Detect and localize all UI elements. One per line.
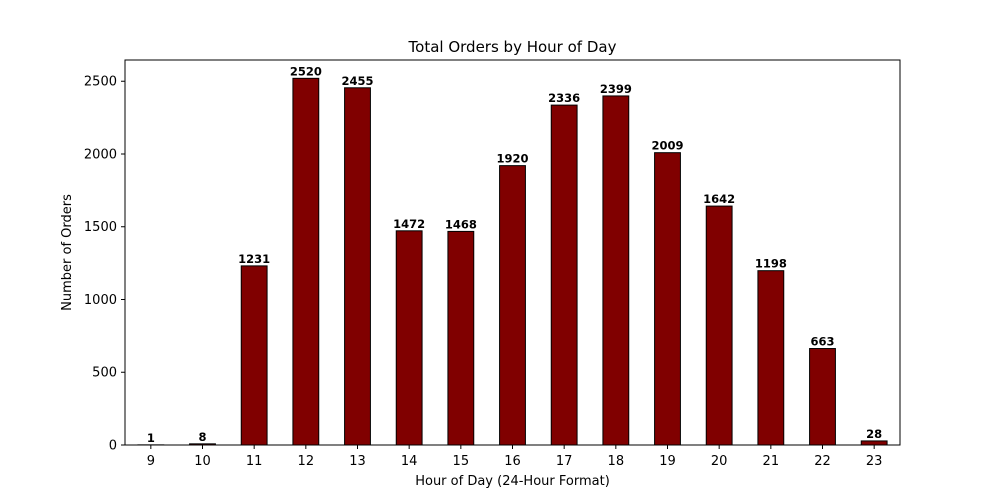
data-label-hour-23: 28 <box>866 427 882 441</box>
bar-hour-22 <box>810 349 836 445</box>
data-label-hour-14: 1472 <box>393 217 425 231</box>
y-tick-label: 2500 <box>84 75 117 90</box>
data-label-hour-10: 8 <box>198 430 206 444</box>
bar-hour-11 <box>241 266 267 445</box>
x-tick-label: 17 <box>556 454 573 469</box>
data-label-hour-20: 1642 <box>703 192 735 206</box>
data-label-hour-18: 2399 <box>600 82 632 96</box>
y-axis: 0 500 1000 1500 2000 2500 <box>84 75 125 454</box>
bar-hour-12 <box>293 78 319 445</box>
bar-hour-21 <box>758 271 784 445</box>
x-axis-title: Hour of Day (24-Hour Format) <box>415 474 610 489</box>
x-tick-label: 15 <box>453 454 470 469</box>
data-label-hour-17: 2336 <box>548 91 580 105</box>
data-label-hour-22: 663 <box>810 335 834 349</box>
x-tick-label: 14 <box>401 454 418 469</box>
y-tick-label: 1000 <box>84 293 117 308</box>
x-tick-label: 23 <box>866 454 883 469</box>
data-label-hour-15: 1468 <box>445 217 477 231</box>
chart-title: Total Orders by Hour of Day <box>408 38 617 56</box>
bar-hour-13 <box>345 88 371 445</box>
x-tick-label: 22 <box>814 454 831 469</box>
y-tick-label: 2000 <box>84 147 117 162</box>
x-tick-label: 19 <box>659 454 676 469</box>
x-axis: 9 10 11 12 13 14 15 16 17 18 19 20 21 22 23 <box>147 445 883 469</box>
data-label-hour-12: 2520 <box>290 64 322 78</box>
data-label-hour-16: 1920 <box>496 152 528 166</box>
data-label-hour-11: 1231 <box>238 252 270 266</box>
x-tick-label: 10 <box>194 454 211 469</box>
x-tick-label: 13 <box>349 454 366 469</box>
x-tick-label: 9 <box>147 454 155 469</box>
bar-hour-16 <box>500 166 526 445</box>
x-tick-label: 21 <box>763 454 780 469</box>
x-tick-label: 18 <box>608 454 625 469</box>
y-tick-label: 500 <box>92 366 117 381</box>
data-label-hour-19: 2009 <box>651 139 683 153</box>
bar-hour-20 <box>706 206 732 445</box>
bar-hour-14 <box>396 231 422 445</box>
x-tick-label: 12 <box>298 454 315 469</box>
data-label-hour-13: 2455 <box>341 74 373 88</box>
bar-hour-18 <box>603 96 629 445</box>
bar-hour-17 <box>551 105 577 445</box>
x-tick-label: 20 <box>711 454 728 469</box>
bar-hour-19 <box>655 153 681 445</box>
y-tick-label: 1500 <box>84 220 117 235</box>
bar-hour-23 <box>861 441 887 445</box>
data-label-hour-9: 1 <box>147 431 155 445</box>
x-tick-label: 11 <box>246 454 263 469</box>
x-tick-label: 16 <box>504 454 521 469</box>
bar-hour-15 <box>448 231 474 445</box>
y-axis-title: Number of Orders <box>60 194 75 311</box>
y-tick-label: 0 <box>109 439 117 454</box>
data-label-hour-21: 1198 <box>755 257 787 271</box>
